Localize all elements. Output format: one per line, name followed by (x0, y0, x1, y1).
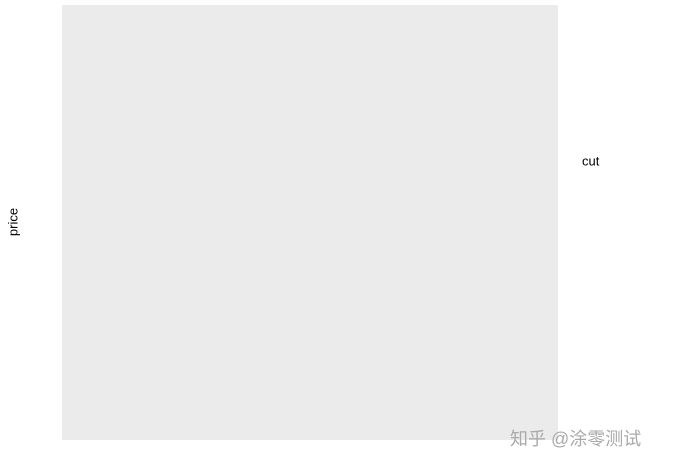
y-axis-label: price (5, 208, 20, 236)
legend-title: cut (582, 153, 600, 168)
watermark: 知乎 @涂零测试 (510, 429, 641, 449)
panel (62, 5, 558, 440)
